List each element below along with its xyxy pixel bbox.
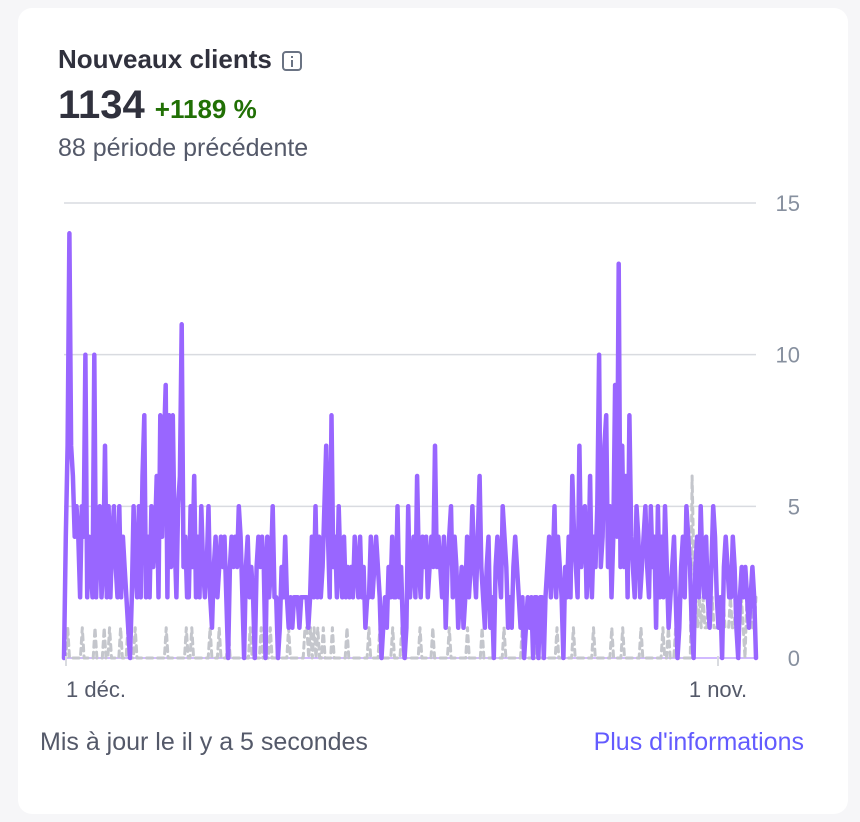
y-tick-label-0: 0 — [788, 646, 800, 671]
x-tick-label-1: 1 nov. — [689, 677, 747, 702]
value-row: 1134 +1189 % — [58, 83, 308, 128]
previous-period-value: 88 période précédente — [58, 134, 309, 162]
previous-period-line — [62, 474, 758, 660]
y-tick-label-15: 15 — [776, 191, 800, 216]
more-info-link[interactable]: Plus d'informations — [593, 728, 804, 756]
current-period-series — [61, 231, 759, 661]
y-tick-label-5: 5 — [788, 494, 800, 519]
card-title: Nouveaux clients — [58, 44, 272, 74]
card-header: Nouveaux clients 1134 +1189 % 88 période… — [58, 44, 308, 163]
new-customers-card: Nouveaux clients 1134 +1189 % 88 période… — [18, 8, 848, 814]
current-period-line — [61, 231, 759, 661]
info-icon[interactable] — [281, 50, 302, 71]
title-row: Nouveaux clients — [58, 44, 308, 75]
last-updated-text: Mis à jour le il y a 5 secondes — [40, 728, 368, 756]
previous-period-series — [62, 474, 758, 660]
y-tick-label-10: 10 — [776, 343, 800, 368]
axis-ticks: 0 5 10 15 1 déc. 1 nov. — [65, 191, 800, 702]
x-tick-label-0: 1 déc. — [66, 677, 126, 702]
metric-value: 1134 — [58, 83, 145, 127]
metric-delta: +1189 % — [154, 94, 257, 124]
